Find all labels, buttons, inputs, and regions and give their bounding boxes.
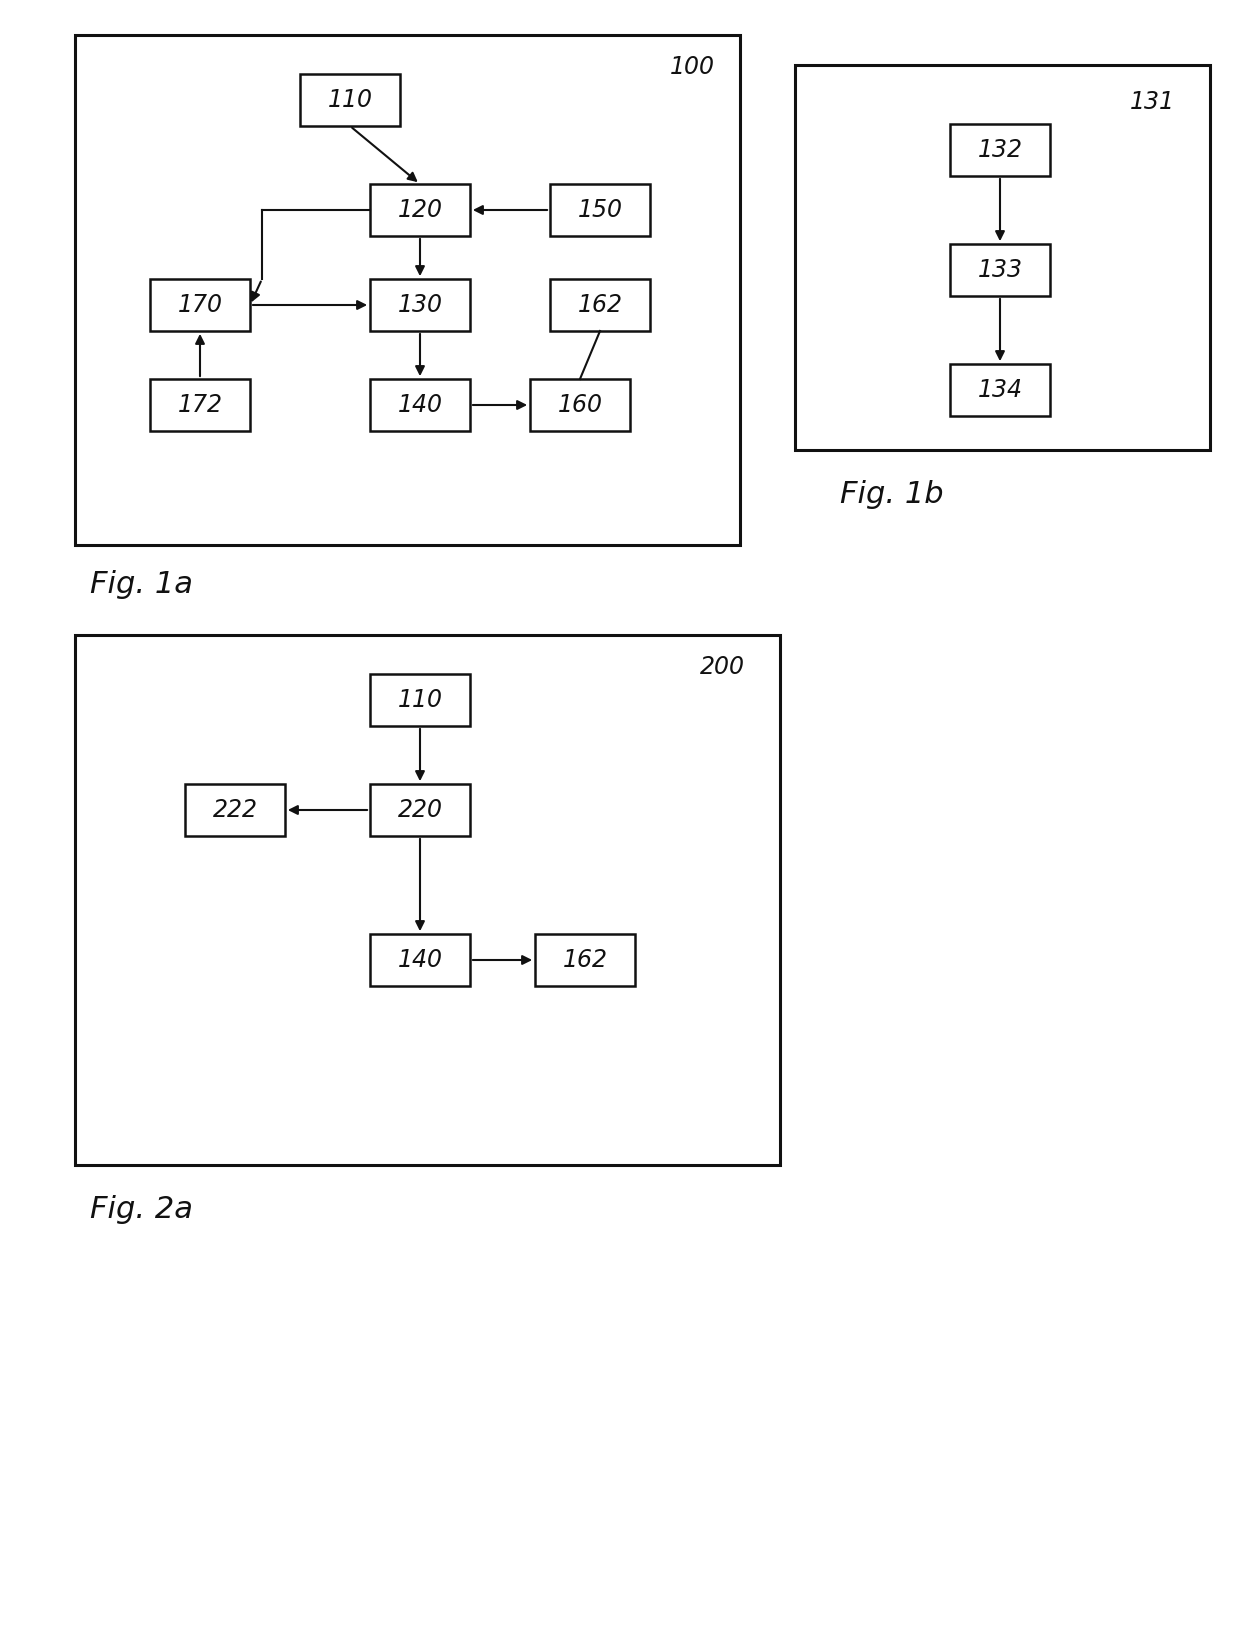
Bar — [950, 364, 1050, 417]
Text: 162: 162 — [578, 293, 622, 317]
Text: 170: 170 — [177, 293, 222, 317]
Bar — [551, 278, 650, 330]
Text: 160: 160 — [558, 394, 603, 417]
Bar — [370, 379, 470, 431]
Bar — [370, 784, 470, 836]
Bar — [950, 124, 1050, 176]
Text: 140: 140 — [398, 394, 443, 417]
Text: 120: 120 — [398, 198, 443, 221]
Text: 110: 110 — [327, 88, 372, 112]
Text: 130: 130 — [398, 293, 443, 317]
Text: 172: 172 — [177, 394, 222, 417]
Text: 100: 100 — [670, 55, 715, 80]
Bar — [185, 784, 285, 836]
Bar — [529, 379, 630, 431]
Bar — [300, 73, 401, 125]
Text: 132: 132 — [977, 138, 1023, 163]
Text: 110: 110 — [398, 688, 443, 713]
Text: 200: 200 — [701, 656, 745, 678]
Bar — [950, 244, 1050, 296]
Text: 150: 150 — [578, 198, 622, 221]
Text: 222: 222 — [212, 797, 258, 822]
Text: 220: 220 — [398, 797, 443, 822]
Text: 134: 134 — [977, 377, 1023, 402]
Bar — [370, 278, 470, 330]
Text: 140: 140 — [398, 949, 443, 971]
Text: 162: 162 — [563, 949, 608, 971]
Bar — [74, 36, 740, 545]
Bar — [370, 934, 470, 986]
Text: 131: 131 — [1130, 89, 1176, 114]
Bar — [370, 674, 470, 726]
Bar — [74, 635, 780, 1165]
Text: 133: 133 — [977, 259, 1023, 281]
Text: Fig. 1a: Fig. 1a — [91, 569, 193, 599]
Bar — [795, 65, 1210, 451]
Bar — [150, 379, 250, 431]
Bar — [551, 184, 650, 236]
Bar — [370, 184, 470, 236]
Bar — [534, 934, 635, 986]
Text: Fig. 2a: Fig. 2a — [91, 1194, 193, 1224]
Text: Fig. 1b: Fig. 1b — [839, 480, 944, 509]
Bar — [150, 278, 250, 330]
